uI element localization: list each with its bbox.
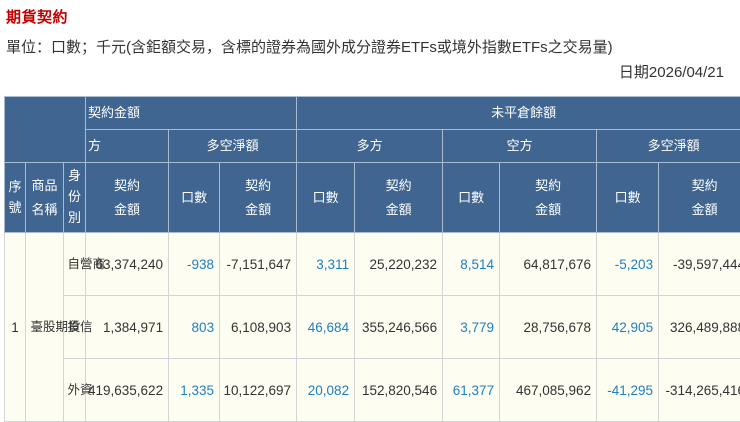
header-row-2: 方 多空淨額 多方 空方 多空淨額 — [5, 130, 740, 163]
oi-long-amount: 355,246,566 — [355, 296, 443, 359]
product-cell: 臺股期貨 — [26, 233, 64, 422]
trade-short-amount: 63,374,240 — [86, 233, 169, 296]
header-oi-long-lots: 口數 — [297, 163, 355, 233]
oi-net-amount: -39,597,444 — [659, 233, 740, 296]
trade-net-lots[interactable]: 803 — [169, 296, 220, 359]
oi-short-lots[interactable]: 61,377 — [443, 359, 500, 422]
oi-long-lots[interactable]: 46,684 — [297, 296, 355, 359]
table-row: 投信 1,384,971 803 6,108,903 46,684 355,24… — [5, 296, 740, 359]
header-seq: 序號 — [5, 163, 26, 233]
oi-net-amount: 326,489,888 — [659, 296, 740, 359]
identity-cell: 自營商 — [64, 233, 86, 296]
oi-net-amount: -314,265,416 — [659, 359, 740, 422]
trade-net-amount: 10,122,697 — [220, 359, 297, 422]
header-trade-amount-group: 契約金額 — [86, 97, 297, 130]
date-label: 日期2026/04/21 — [619, 61, 724, 82]
header-identity: 身份別 — [64, 163, 86, 233]
oi-short-lots[interactable]: 3,779 — [443, 296, 500, 359]
trade-net-amount: 6,108,903 — [220, 296, 297, 359]
unit-note: 單位：口數；千元(含鉅額交易，含標的證券為國外成分證券ETFs或境外指數ETFs… — [6, 36, 613, 57]
header-blank — [5, 97, 86, 163]
oi-long-lots[interactable]: 20,082 — [297, 359, 355, 422]
trade-net-amount: -7,151,647 — [220, 233, 297, 296]
trade-short-amount: 1,384,971 — [86, 296, 169, 359]
trade-short-amount: 419,635,622 — [86, 359, 169, 422]
oi-net-lots[interactable]: -41,295 — [597, 359, 659, 422]
header-trade-short-amount: 契約金額 — [86, 163, 169, 233]
header-open-interest-group: 未平倉餘額 — [297, 97, 740, 130]
oi-short-lots[interactable]: 8,514 — [443, 233, 500, 296]
header-trade-net: 多空淨額 — [169, 130, 297, 163]
header-oi-long-amount: 契約金額 — [355, 163, 443, 233]
trade-net-lots[interactable]: 1,335 — [169, 359, 220, 422]
table-row: 1 臺股期貨 自營商 63,374,240 -938 -7,151,647 3,… — [5, 233, 740, 296]
header-oi-net-lots: 口數 — [597, 163, 659, 233]
header-oi-short-lots: 口數 — [443, 163, 500, 233]
futures-table-container: 契約金額 未平倉餘額 方 多空淨額 多方 空方 多空淨額 序號 商品名稱 身份別… — [4, 96, 740, 422]
seq-cell: 1 — [5, 233, 26, 422]
header-oi-short-amount: 契約金額 — [500, 163, 597, 233]
header-row-1: 契約金額 未平倉餘額 — [5, 97, 740, 130]
trade-net-lots[interactable]: -938 — [169, 233, 220, 296]
oi-net-lots[interactable]: -5,203 — [597, 233, 659, 296]
section-title: 期貨契約 — [6, 6, 68, 27]
futures-institutional-table: 契約金額 未平倉餘額 方 多空淨額 多方 空方 多空淨額 序號 商品名稱 身份別… — [4, 96, 740, 422]
header-oi-short: 空方 — [443, 130, 597, 163]
oi-short-amount: 64,817,676 — [500, 233, 597, 296]
header-trade-net-lots: 口數 — [169, 163, 220, 233]
oi-short-amount: 28,756,678 — [500, 296, 597, 359]
header-product: 商品名稱 — [26, 163, 64, 233]
oi-net-lots[interactable]: 42,905 — [597, 296, 659, 359]
header-trade-short: 方 — [86, 130, 169, 163]
oi-long-amount: 25,220,232 — [355, 233, 443, 296]
oi-long-lots[interactable]: 3,311 — [297, 233, 355, 296]
header-oi-net: 多空淨額 — [597, 130, 740, 163]
oi-long-amount: 152,820,546 — [355, 359, 443, 422]
header-row-3: 序號 商品名稱 身份別 契約金額 口數 契約金額 口數 契約金額 口數 契約金額… — [5, 163, 740, 233]
table-row: 外資 419,635,622 1,335 10,122,697 20,082 1… — [5, 359, 740, 422]
header-trade-net-amount: 契約金額 — [220, 163, 297, 233]
identity-cell: 投信 — [64, 296, 86, 359]
header-oi-net-amount: 契約金額 — [659, 163, 740, 233]
oi-short-amount: 467,085,962 — [500, 359, 597, 422]
identity-cell: 外資 — [64, 359, 86, 422]
header-oi-long: 多方 — [297, 130, 443, 163]
